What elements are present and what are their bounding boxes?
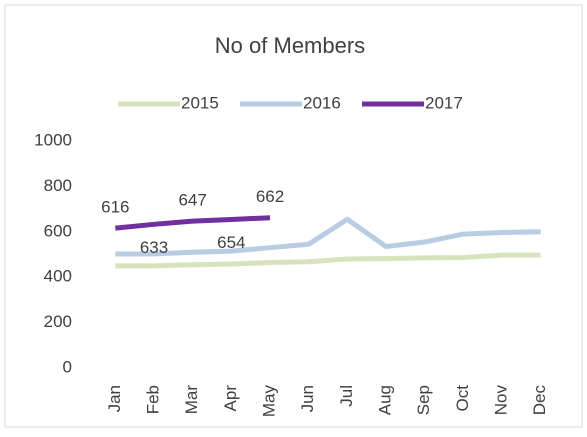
x-tick-label: Feb xyxy=(143,385,162,414)
chart-frame xyxy=(4,4,583,428)
x-tick-label: Oct xyxy=(453,385,472,412)
data-label: 654 xyxy=(217,233,245,252)
x-tick-label: Nov xyxy=(491,385,510,416)
series-line xyxy=(115,216,541,257)
x-tick-label: Apr xyxy=(221,385,240,412)
x-tick-label: Jun xyxy=(298,385,317,412)
y-tick-label: 1000 xyxy=(34,130,72,149)
x-tick-label: Dec xyxy=(530,385,549,416)
series-line xyxy=(115,215,271,231)
x-tick-label: Mar xyxy=(182,385,201,415)
data-label: 647 xyxy=(178,191,206,210)
data-label: 633 xyxy=(140,238,168,257)
y-tick-label: 800 xyxy=(44,176,72,195)
chart-title: No of Members xyxy=(215,33,365,58)
series-line xyxy=(115,252,541,269)
x-tick-label: Sep xyxy=(414,385,433,415)
y-tick-label: 600 xyxy=(44,221,72,240)
data-label: 662 xyxy=(256,187,284,206)
data-label: 616 xyxy=(101,198,129,217)
x-tick-label: Aug xyxy=(375,385,394,415)
y-tick-label: 0 xyxy=(63,357,72,376)
x-tick-label: Jul xyxy=(337,385,356,407)
legend-label: 2017 xyxy=(425,93,463,112)
x-tick-label: May xyxy=(259,385,278,418)
legend-label: 2016 xyxy=(303,93,341,112)
y-tick-label: 200 xyxy=(44,312,72,331)
y-tick-label: 400 xyxy=(44,267,72,286)
legend-label: 2015 xyxy=(181,93,219,112)
x-tick-label: Jan xyxy=(105,385,124,412)
